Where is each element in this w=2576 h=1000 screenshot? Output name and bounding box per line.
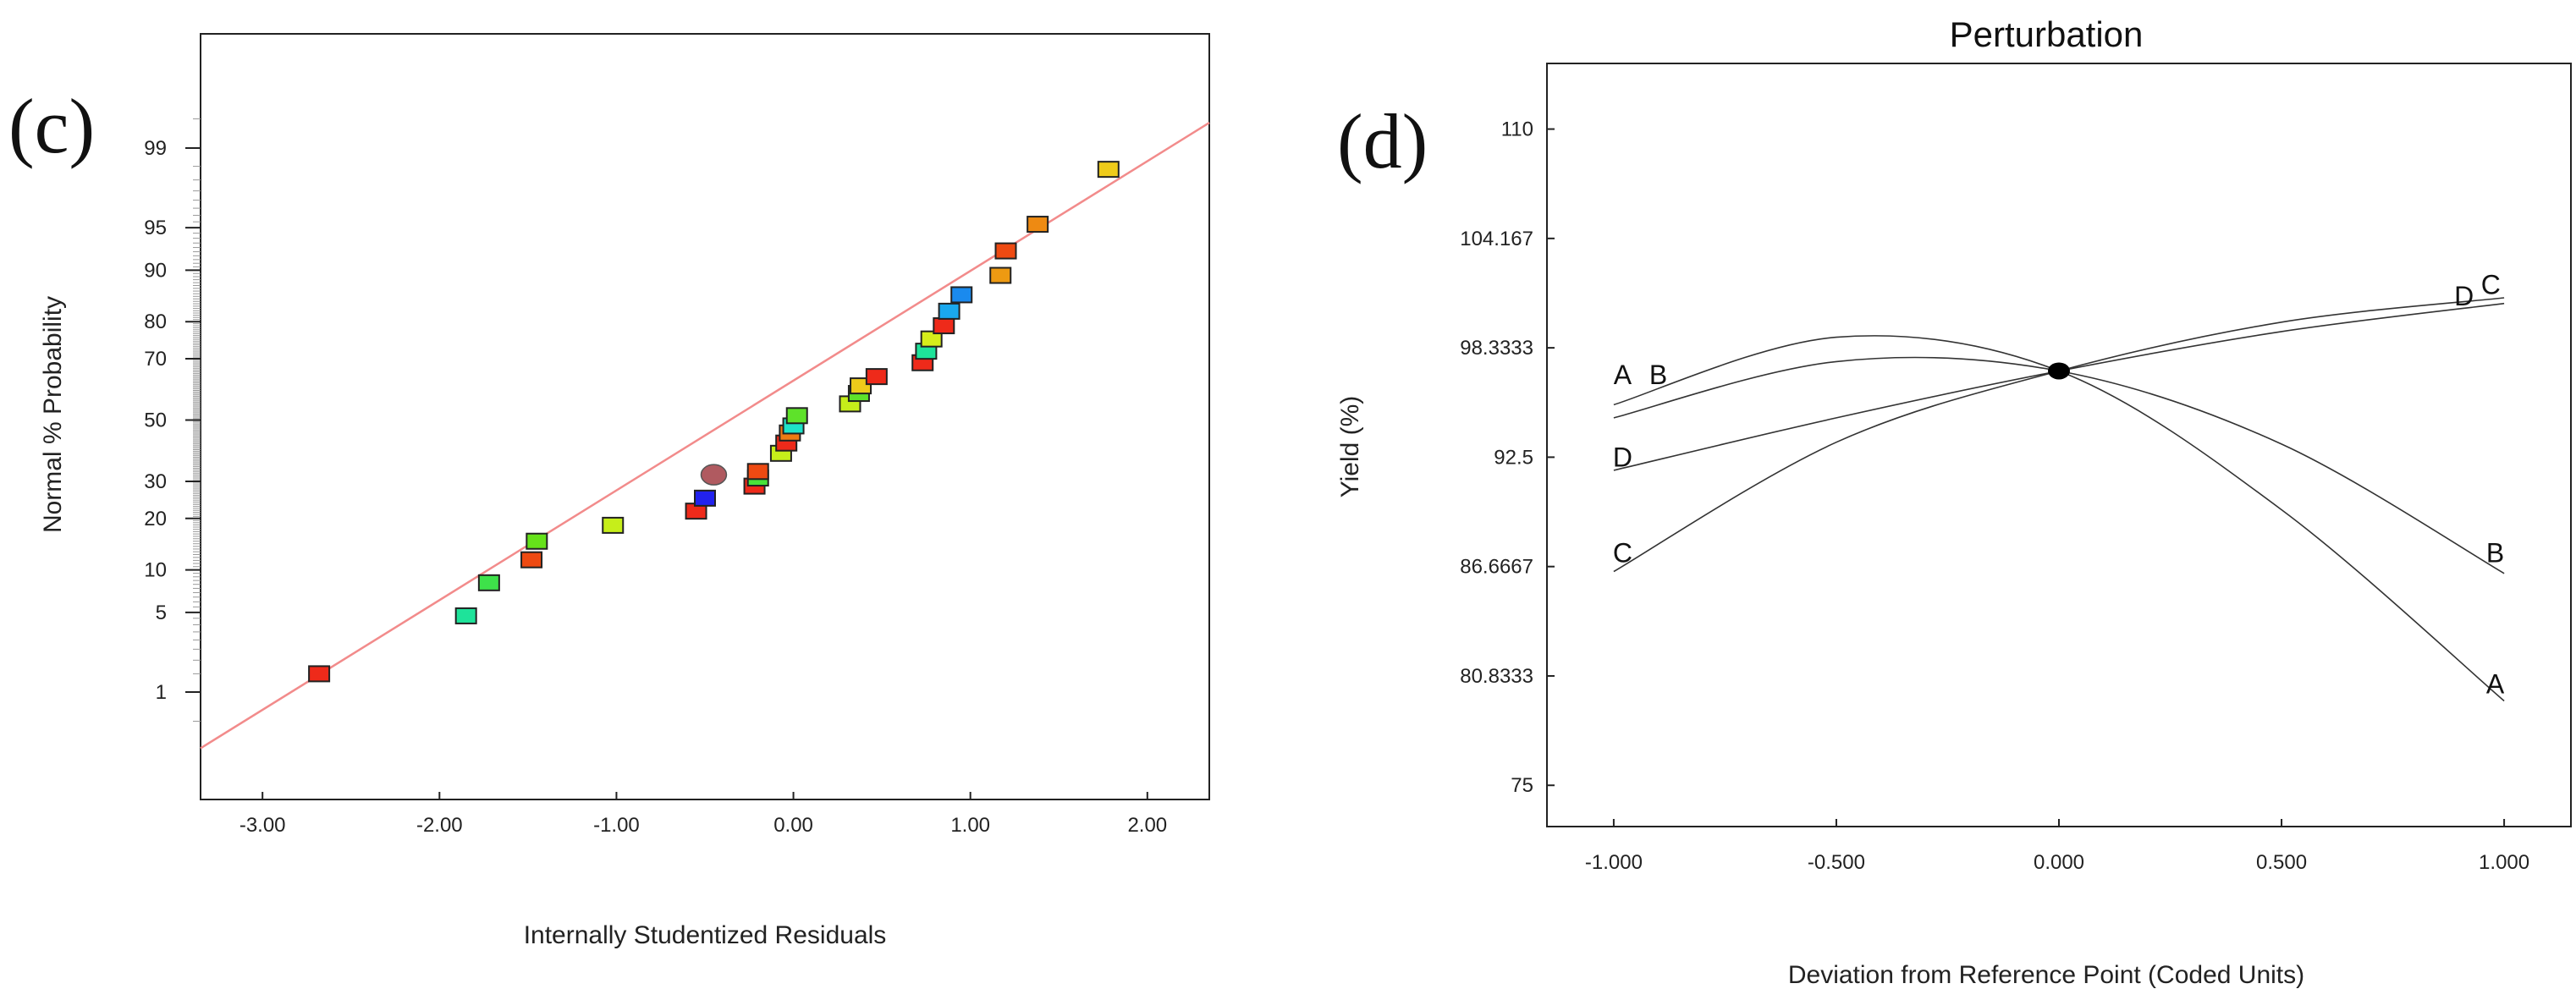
curve-B	[1613, 356, 2505, 574]
chart-title-d: Perturbation	[1950, 14, 2144, 54]
y-tick-label-d: 86.6667	[1460, 556, 1533, 579]
x-tick-label-c: 0.00	[773, 814, 813, 837]
curve-label-D: D	[1613, 442, 1632, 472]
curve-label-C: C	[2481, 270, 2501, 300]
data-point	[694, 489, 716, 507]
curve-label-C: C	[1613, 538, 1632, 569]
data-point	[989, 266, 1012, 284]
y-axis-title-c: Normal % Probability	[39, 296, 67, 533]
panel-label-d: (d)	[1337, 98, 1428, 184]
curve-label-B: B	[2486, 538, 2504, 569]
x-tick-label-d: -1.000	[1585, 851, 1643, 874]
x-tick-label-c: -2.00	[416, 814, 463, 837]
y-tick-label-c: 95	[144, 217, 167, 239]
y-tick-label-c: 5	[156, 602, 167, 624]
plot-frame-c	[200, 33, 1210, 800]
y-tick-label-d: 104.167	[1460, 228, 1533, 250]
y-tick-label-c: 80	[144, 310, 167, 333]
data-point	[746, 463, 769, 481]
y-axis-title-d: Yield (%)	[1336, 396, 1364, 498]
data-point	[602, 516, 625, 534]
x-tick-label-d: 1.000	[2479, 851, 2529, 874]
y-tick-label-d: 80.8333	[1460, 665, 1533, 688]
curve-label-A: A	[2486, 669, 2505, 700]
curve-label-A: A	[1614, 360, 1632, 390]
curve-D	[1613, 302, 2505, 471]
y-tick-label-d: 75	[1511, 774, 1533, 797]
curve-label-D: D	[2454, 281, 2474, 311]
curve-C	[1613, 297, 2505, 573]
normal-reference-line	[200, 122, 1210, 750]
y-tick-label-c: 70	[144, 348, 167, 371]
x-axis-title-d: Deviation from Reference Point (Coded Un…	[1788, 961, 2304, 989]
y-tick-label-c: 10	[144, 559, 167, 582]
data-point	[920, 330, 943, 348]
x-tick-label-c: -3.00	[239, 814, 286, 837]
curve-label-B: B	[1649, 360, 1667, 390]
y-tick-label-c: 99	[144, 137, 167, 160]
x-tick-label-c: 1.00	[950, 814, 990, 837]
data-point	[308, 665, 331, 683]
x-tick-label-d: 0.000	[2034, 851, 2084, 874]
data-point	[526, 532, 548, 550]
data-point	[785, 407, 808, 425]
x-tick-label-c: -1.00	[593, 814, 640, 837]
curve-A	[1613, 335, 2505, 702]
data-point	[520, 551, 543, 569]
y-tick-label-c: 1	[156, 681, 167, 704]
perturbation-plot: (d) Perturbation -1.000 -0.500 0.000 0.500 1…	[1336, 14, 2572, 989]
x-axis-title-c: Internally Studentized Residuals	[524, 921, 887, 949]
data-point	[1027, 216, 1049, 234]
reference-point	[2048, 362, 2070, 380]
data-point	[994, 242, 1017, 260]
y-tick-label-c: 30	[144, 470, 167, 493]
data-point	[700, 464, 728, 486]
data-point	[865, 368, 888, 386]
y-tick-label-d: 98.3333	[1460, 337, 1533, 360]
normal-probability-plot: (c) -3.00 -2.00 -1.00 0.00 1.00 2.00 1 5 10 20 30 5…	[8, 33, 1210, 949]
y-tick-label-c: 50	[144, 409, 167, 432]
x-tick-label-c: 2.00	[1127, 814, 1167, 837]
data-point	[950, 286, 973, 304]
panel-label-c: (c)	[8, 83, 95, 169]
data-point	[933, 317, 955, 335]
x-tick-label-d: 0.500	[2256, 851, 2307, 874]
data-point	[454, 607, 477, 624]
data-point	[1097, 161, 1120, 179]
x-tick-label-d: -0.500	[1808, 851, 1865, 874]
plot-frame-d	[1546, 63, 2572, 827]
y-tick-label-c: 90	[144, 259, 167, 282]
data-point	[938, 302, 960, 320]
data-point	[477, 574, 500, 591]
y-tick-label-c: 20	[144, 508, 167, 530]
y-tick-label-d: 92.5	[1494, 446, 1533, 469]
y-tick-label-d: 110	[1501, 118, 1533, 141]
